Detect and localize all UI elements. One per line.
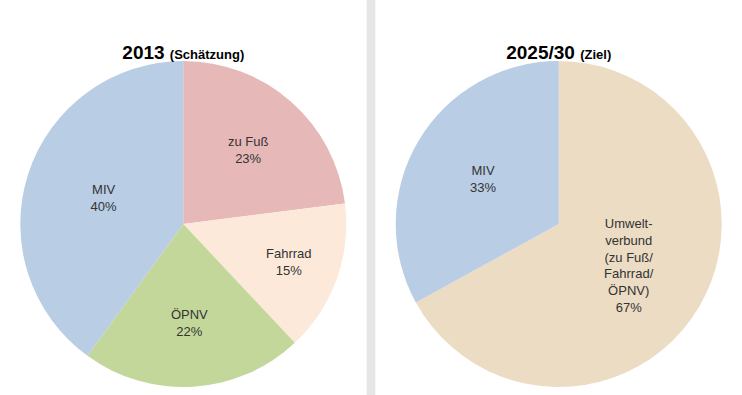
svg-text:ÖPNV22%: ÖPNV22% bbox=[171, 307, 208, 339]
svg-text:Umwelt-verbund(zu Fuß/Fahrrad/: Umwelt-verbund(zu Fuß/Fahrrad/ÖPNV)67% bbox=[604, 216, 654, 316]
svg-text:MIV33%: MIV33% bbox=[470, 163, 496, 195]
svg-text:MIV40%: MIV40% bbox=[91, 182, 117, 214]
svg-text:Fahrrad15%: Fahrrad15% bbox=[266, 246, 312, 278]
svg-text:2013 (Schätzung): 2013 (Schätzung) bbox=[122, 42, 244, 63]
svg-text:zu Fuß23%: zu Fuß23% bbox=[228, 134, 269, 166]
svg-text:2025/30 (Ziel): 2025/30 (Ziel) bbox=[506, 42, 611, 63]
